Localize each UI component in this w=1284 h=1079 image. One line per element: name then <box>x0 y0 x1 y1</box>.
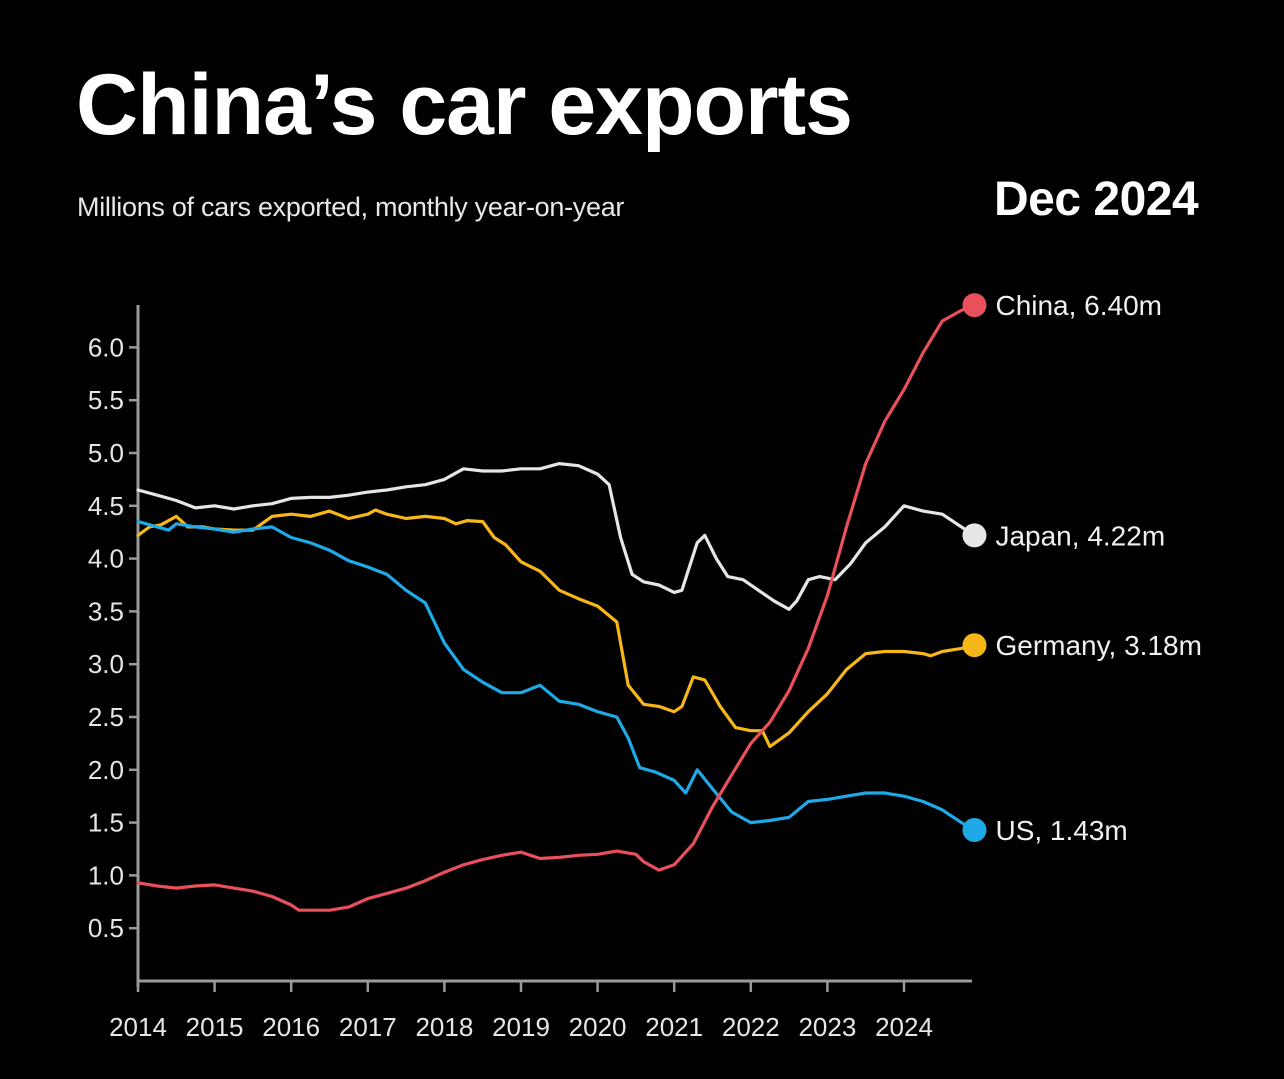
end-labels: Japan, 4.22m Germany, 3.18m US, 1.43m China… <box>995 290 1201 846</box>
y-tick-label: 4.5 <box>88 491 124 521</box>
series-line-germany <box>136 508 977 749</box>
end-marker-us <box>962 817 987 842</box>
y-tick-label: 1.0 <box>88 860 124 890</box>
x-tick-label: 2019 <box>492 1012 550 1042</box>
end-marker-germany <box>962 633 987 658</box>
y-tick-label: 1.5 <box>88 808 124 838</box>
x-tick-label: 2018 <box>415 1012 473 1042</box>
end-label-japan: Japan, 4.22m <box>995 520 1165 551</box>
x-tick-label: 2015 <box>186 1012 244 1042</box>
axes: 0.5 1.0 1.5 2.0 2.5 3.0 3.5 4.0 4.5 5.0 5.5 6.0 2014… <box>88 305 972 1042</box>
x-tick-label: 2020 <box>569 1012 627 1042</box>
y-tick-label: 5.5 <box>88 385 124 415</box>
end-label-us: US, 1.43m <box>995 815 1127 846</box>
series-line-us <box>136 520 977 832</box>
y-tick-label: 2.0 <box>88 755 124 785</box>
chart-title: China’s car exports <box>76 57 853 153</box>
y-tick-label: 3.0 <box>88 649 124 679</box>
x-tick-label: 2021 <box>645 1012 703 1042</box>
y-tick-label: 2.5 <box>88 702 124 732</box>
series-line-japan <box>136 462 977 611</box>
end-marker-china <box>962 293 987 318</box>
y-tick-label: 0.5 <box>88 913 124 943</box>
x-tick-label: 2024 <box>875 1012 933 1042</box>
series-group <box>136 293 987 912</box>
series-line-china <box>136 303 977 912</box>
y-tick-label: 5.0 <box>88 438 124 468</box>
x-tick-label: 2016 <box>262 1012 320 1042</box>
chart-subtitle: Millions of cars exported, monthly year-… <box>77 192 625 222</box>
y-tick-label: 6.0 <box>88 332 124 362</box>
date-label: Dec 2024 <box>994 173 1199 226</box>
x-tick-label: 2017 <box>339 1012 397 1042</box>
end-marker-japan <box>962 523 987 548</box>
y-tick-label: 4.0 <box>88 544 124 574</box>
x-tick-label: 2022 <box>722 1012 780 1042</box>
y-tick-label: 3.5 <box>88 596 124 626</box>
x-tick-label: 2014 <box>109 1012 167 1042</box>
end-label-germany: Germany, 3.18m <box>995 630 1201 661</box>
end-label-china: China, 6.40m <box>995 290 1162 321</box>
x-tick-label: 2023 <box>798 1012 856 1042</box>
